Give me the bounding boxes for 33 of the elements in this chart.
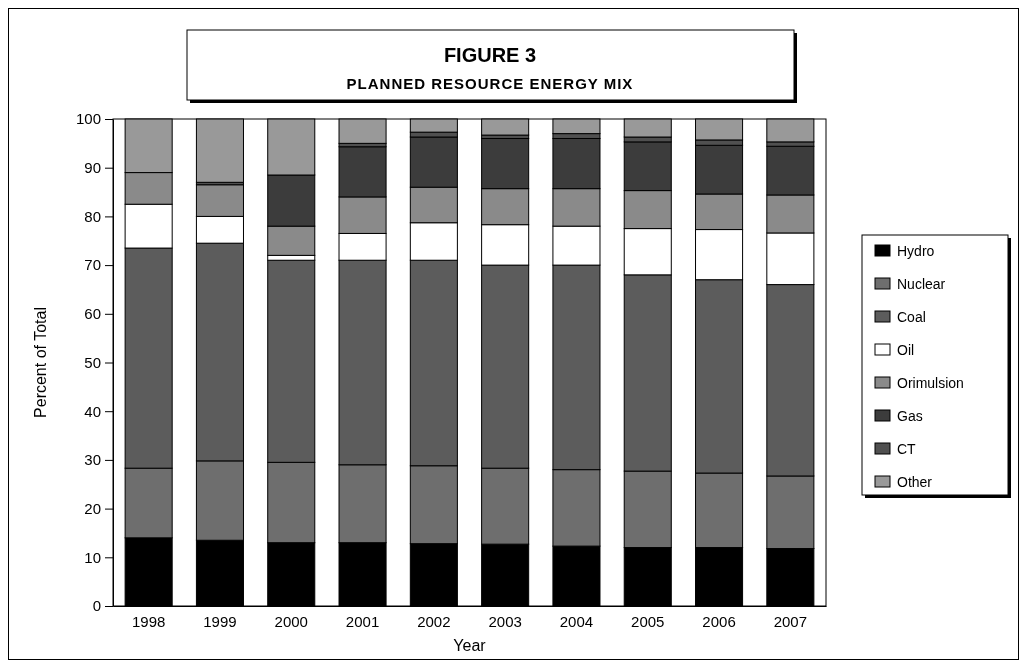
y-tick-label: 30 [84,451,101,469]
legend-label: CT [897,441,917,457]
y-tick-label: 70 [84,256,101,274]
x-tick-label: 2004 [559,613,594,630]
legend-label: Orimulsion [897,375,964,391]
legend-label: Oil [897,342,915,358]
x-tick-label: 2007 [773,613,808,630]
x-tick-label: 1999 [203,613,237,630]
y-axis-title: Percent of Total [32,307,49,418]
y-tick-label: 40 [84,402,101,420]
y-tick-label: 90 [84,159,101,176]
chart-title: FIGURE 3 [443,44,537,66]
y-tick-label: 100 [75,110,101,128]
y-tick-label: 0 [92,597,101,615]
legend-label: Gas [897,408,923,424]
chart-subtitle: PLANNED RESOURCE ENERGY MIX [346,75,634,92]
y-tick-label: 50 [84,353,101,371]
y-tick-label: 20 [84,499,101,517]
x-tick-label: 2003 [488,613,522,630]
x-tick-label: 1998 [131,613,166,630]
x-tick-label: 2001 [345,613,380,630]
legend-label: Other [897,474,933,490]
x-axis-title: Year [453,637,487,654]
x-tick-label: 2006 [702,613,736,630]
y-tick-label: 80 [84,207,101,225]
legend-label: Coal [897,309,926,325]
y-tick-label: 10 [84,548,101,566]
y-tick-label: 60 [84,305,101,323]
legend-label: Nuclear [897,276,946,292]
x-tick-label: 2000 [274,613,308,630]
legend-label: Hydro [897,243,935,259]
x-tick-label: 2002 [417,613,451,630]
x-tick-label: 2005 [631,613,665,630]
